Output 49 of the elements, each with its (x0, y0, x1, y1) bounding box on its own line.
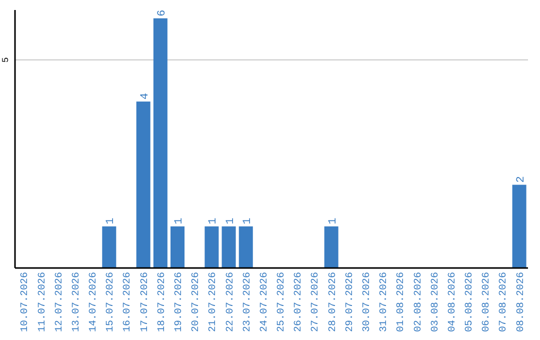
x-tick-label: 31.07.2026 (379, 272, 390, 332)
bar (324, 226, 338, 268)
x-tick-label: 05.08.2026 (464, 272, 476, 332)
x-tick-label: 14.07.2026 (88, 272, 100, 332)
data-label: 4 (139, 92, 152, 100)
bar (204, 226, 219, 268)
x-tick-label: 22.07.2026 (225, 272, 236, 332)
bar (512, 184, 526, 268)
bar (153, 18, 168, 268)
x-tick-label: 25.07.2026 (276, 272, 288, 332)
x-tick-label: 01.08.2026 (396, 272, 408, 332)
data-label: 1 (327, 217, 340, 224)
x-tick-label: 23.07.2026 (242, 272, 254, 332)
x-tick-label: 17.07.2026 (140, 272, 151, 332)
x-tick-label: 24.07.2026 (259, 272, 270, 332)
y-tick-label: 5 (1, 57, 11, 63)
x-tick-label: 07.08.2026 (498, 272, 510, 332)
x-tick-label: 28.07.2026 (328, 272, 339, 332)
x-tick-label: 26.07.2026 (294, 272, 305, 332)
x-tick-label: 02.08.2026 (413, 272, 424, 332)
x-tick-label: 10.07.2026 (20, 272, 32, 332)
bar (102, 226, 116, 268)
x-tick-label: 18.07.2026 (156, 272, 168, 332)
x-tick-label: 19.07.2026 (174, 272, 186, 332)
x-tick-label: 16.07.2026 (122, 272, 134, 332)
x-tick-label: 20.07.2026 (191, 272, 202, 332)
bar (238, 226, 253, 268)
data-label: 2 (515, 176, 528, 183)
x-tick-label: 29.07.2026 (344, 272, 356, 332)
x-tick-label: 30.07.2026 (362, 272, 373, 332)
data-label: 1 (208, 217, 220, 224)
x-tick-label: 06.08.2026 (482, 272, 493, 332)
x-tick-label: 21.07.2026 (208, 272, 220, 332)
x-tick-label: 12.07.2026 (54, 272, 66, 332)
x-tick-label: 03.08.2026 (430, 272, 442, 332)
bar (136, 102, 150, 268)
data-label: 1 (224, 217, 237, 224)
data-label: 1 (174, 217, 186, 224)
bar (222, 226, 236, 268)
x-tick-label: 15.07.2026 (106, 272, 117, 332)
x-tick-label: 13.07.2026 (71, 272, 82, 332)
data-label: 1 (105, 217, 118, 224)
x-tick-label: 08.08.2026 (516, 272, 527, 332)
x-tick-label: 27.07.2026 (310, 272, 322, 332)
x-tick-label: 11.07.2026 (37, 272, 48, 332)
data-label: 1 (242, 217, 254, 224)
x-tick-label: 04.08.2026 (447, 272, 458, 332)
data-label: 6 (156, 10, 168, 16)
bar (170, 226, 185, 268)
